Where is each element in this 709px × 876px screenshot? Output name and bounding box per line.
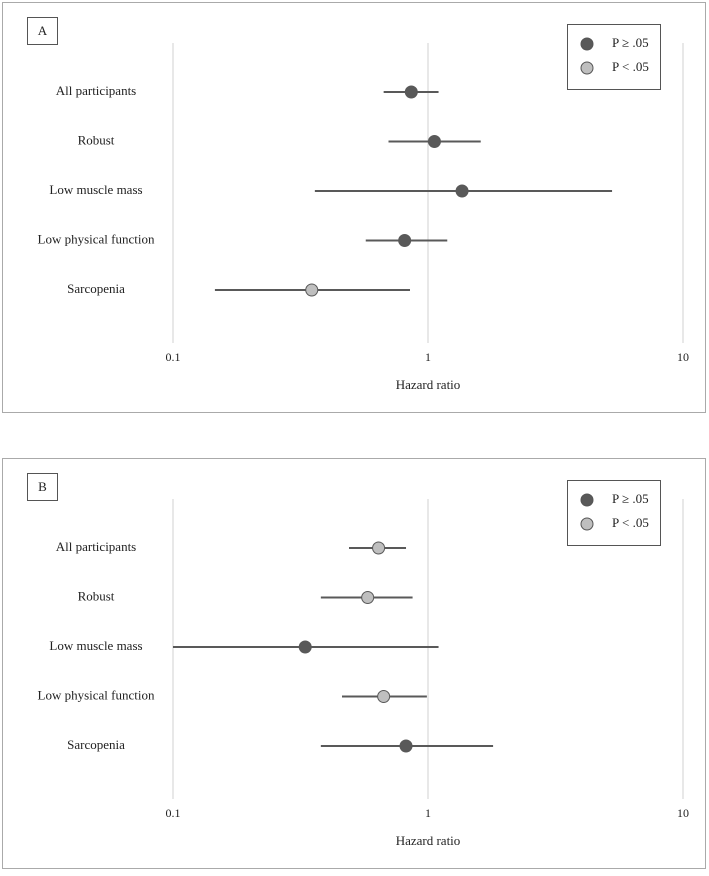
point xyxy=(427,135,441,148)
x-tick-label: 1 xyxy=(425,350,431,364)
legend-marker xyxy=(580,61,594,75)
point xyxy=(404,85,418,99)
x-axis-title: Hazard ratio xyxy=(396,833,461,848)
legend-label: P ≥ .05 xyxy=(612,491,649,506)
point xyxy=(305,283,319,297)
category-label: Robust xyxy=(78,588,115,603)
x-tick-label: 10 xyxy=(677,806,689,820)
category-label: Low muscle mass xyxy=(49,638,142,653)
point xyxy=(372,541,386,555)
x-tick-label: 10 xyxy=(677,350,689,364)
panel-label: A xyxy=(38,23,48,38)
legend-label: P ≥ .05 xyxy=(612,35,649,50)
category-label: Sarcopenia xyxy=(67,281,125,296)
point xyxy=(399,739,413,753)
category-label: Sarcopenia xyxy=(67,737,125,752)
panel-frame xyxy=(2,458,706,869)
point xyxy=(455,184,469,198)
point xyxy=(398,234,412,247)
x-axis-title: Hazard ratio xyxy=(396,377,461,392)
category-label: All participants xyxy=(56,539,137,554)
x-tick-label: 1 xyxy=(425,806,431,820)
x-tick-label: 0.1 xyxy=(166,806,181,820)
legend-label: P < .05 xyxy=(612,59,649,74)
legend-marker xyxy=(580,517,594,531)
panel-label: B xyxy=(38,479,47,494)
category-label: Low physical function xyxy=(38,231,155,246)
category-label: All participants xyxy=(56,83,137,98)
legend-box xyxy=(567,24,661,90)
legend-label: P < .05 xyxy=(612,515,649,530)
legend-box xyxy=(567,480,661,546)
panel-label-box xyxy=(27,17,58,45)
panel: B 0.1 1 10 Hazard ratio All participants Robus… xyxy=(2,458,706,869)
category-label: Low physical function xyxy=(38,687,155,702)
legend-marker xyxy=(580,37,594,51)
point xyxy=(361,591,375,604)
x-tick-label: 0.1 xyxy=(166,350,181,364)
category-label: Low muscle mass xyxy=(49,182,142,197)
panel: A 0.1 1 10 Hazard ratio All participants Robus… xyxy=(2,2,706,413)
category-label: Robust xyxy=(78,132,115,147)
point xyxy=(298,640,312,654)
panel-label-box xyxy=(27,473,58,501)
legend-marker xyxy=(580,493,594,507)
point xyxy=(377,690,391,703)
panel-frame xyxy=(2,2,706,413)
